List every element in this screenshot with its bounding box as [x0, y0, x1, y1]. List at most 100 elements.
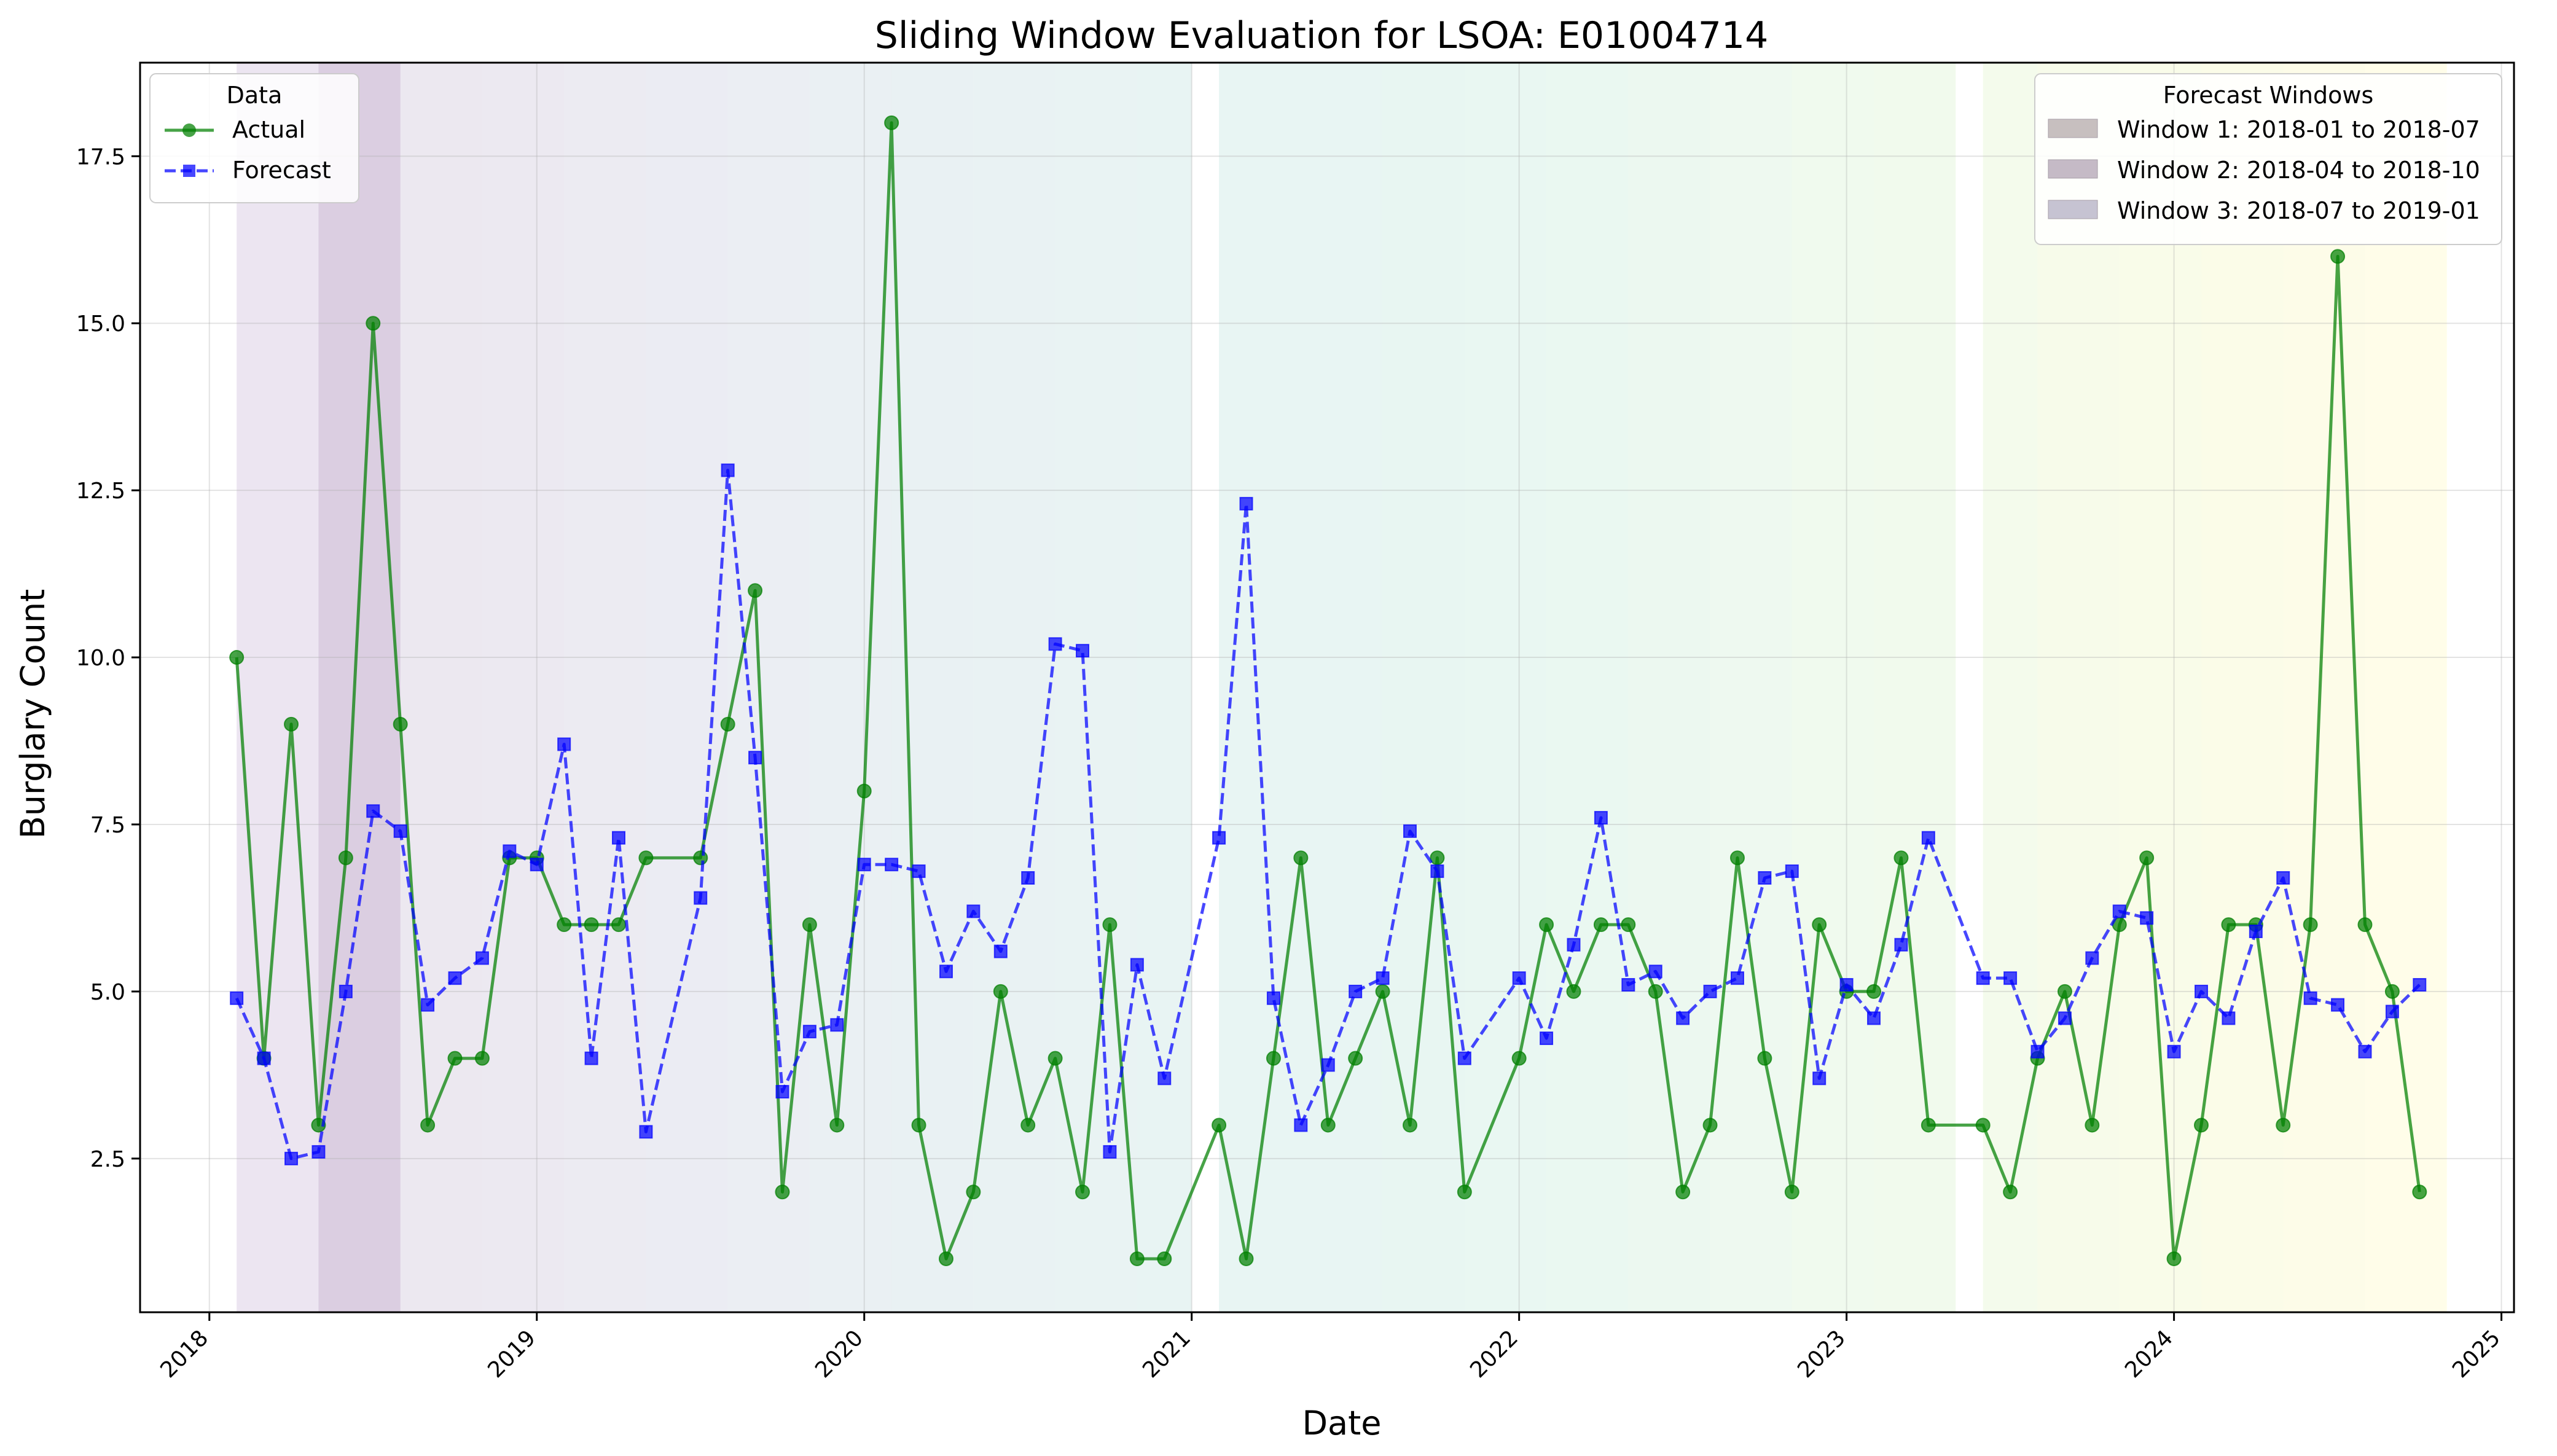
forecast-point-53	[1758, 871, 1772, 885]
forecast-point-55	[1812, 1071, 1827, 1086]
forecast-point-61	[2003, 971, 2018, 985]
forecast-window-band-26	[2283, 63, 2365, 1312]
forecast-window-band-4	[482, 63, 565, 1312]
forecast-point-62	[2030, 1044, 2045, 1059]
forecast-point-5	[366, 804, 380, 818]
actual-point-69	[2221, 917, 2236, 933]
forecast-window-band-27	[2365, 63, 2447, 1312]
forecast-point-75	[2385, 1004, 2399, 1019]
forecast-point-12	[557, 737, 571, 751]
legend-window-swatch-1	[2048, 119, 2098, 138]
forecast-point-74	[2358, 1044, 2372, 1059]
forecast-point-38	[1321, 1058, 1335, 1072]
forecast-window-band-2	[318, 63, 401, 1312]
actual-point-76	[2412, 1184, 2427, 1200]
forecast-point-10	[503, 844, 517, 858]
forecast-window-band-12	[1137, 63, 1192, 1312]
actual-point-50	[1675, 1184, 1691, 1200]
forecast-point-0	[230, 991, 244, 1005]
forecast-point-32	[1130, 958, 1144, 972]
y-tick-label-15.0: 15.0	[76, 311, 125, 337]
forecast-point-31	[1103, 1145, 1117, 1159]
forecast-point-35	[1239, 496, 1253, 511]
actual-point-14	[611, 917, 626, 933]
forecast-point-48	[1621, 978, 1635, 992]
forecast-window-band-5	[564, 63, 646, 1312]
legend-data: Data Actual Forecast	[149, 73, 359, 203]
forecast-point-56	[1839, 978, 1854, 992]
forecast-point-66	[2140, 911, 2154, 925]
actual-point-29	[1047, 1051, 1063, 1066]
forecast-point-64	[2085, 951, 2099, 965]
actual-point-72	[2303, 917, 2318, 933]
actual-point-66	[2139, 850, 2155, 866]
forecast-point-34	[1212, 831, 1226, 845]
actual-point-2	[284, 716, 299, 732]
actual-point-15	[638, 850, 654, 866]
forecast-point-63	[2058, 1011, 2072, 1025]
actual-point-16	[693, 850, 708, 866]
legend-forecast-windows: Forecast Windows Window 1: 2018-01 to 201…	[2034, 73, 2502, 245]
forecast-point-69	[2222, 1011, 2236, 1025]
forecast-window-band-7	[727, 63, 810, 1312]
actual-point-74	[2357, 917, 2373, 933]
actual-point-13	[584, 917, 599, 933]
actual-point-46	[1566, 984, 1581, 999]
forecast-window-band-18	[1628, 63, 1710, 1312]
legend-label-actual: Actual	[232, 116, 305, 143]
forecast-point-36	[1266, 991, 1280, 1005]
forecast-point-24	[912, 864, 926, 879]
actual-point-17	[720, 716, 735, 732]
actual-point-49	[1648, 984, 1663, 999]
actual-point-28	[1020, 1117, 1036, 1133]
actual-point-34	[1212, 1117, 1227, 1133]
forecast-point-11	[530, 858, 544, 872]
forecast-point-73	[2331, 998, 2345, 1012]
forecast-point-3	[311, 1145, 326, 1159]
actual-point-63	[2057, 984, 2072, 999]
actual-point-5	[366, 316, 381, 331]
forecast-point-59	[1921, 831, 1935, 845]
forecast-point-67	[2167, 1044, 2181, 1059]
forecast-window-band-23	[2037, 63, 2120, 1312]
actual-point-42	[1430, 850, 1445, 866]
forecast-point-46	[1567, 937, 1581, 952]
forecast-point-29	[1048, 637, 1062, 651]
actual-point-59	[1921, 1117, 1936, 1133]
forecast-point-16	[694, 891, 708, 905]
forecast-point-39	[1349, 984, 1363, 998]
legend-swatch-marker-forecast	[183, 165, 195, 177]
forecast-point-26	[966, 904, 981, 918]
forecast-point-7	[421, 998, 435, 1012]
forecast-point-17	[721, 463, 735, 477]
actual-point-43	[1457, 1184, 1472, 1200]
actual-point-27	[993, 984, 1008, 999]
forecast-point-4	[339, 984, 353, 998]
actual-point-73	[2330, 249, 2346, 264]
forecast-point-19	[775, 1085, 789, 1099]
actual-point-21	[829, 1117, 845, 1133]
forecast-point-45	[1540, 1031, 1554, 1046]
series-forecast	[230, 463, 2427, 1165]
forecast-point-70	[2249, 925, 2263, 939]
forecast-point-20	[802, 1025, 816, 1039]
plot-frame	[139, 61, 2515, 1313]
legend-windows-title: Forecast Windows	[2163, 82, 2374, 109]
actual-point-22	[856, 783, 872, 799]
y-tick-label-7.5: 7.5	[90, 813, 125, 838]
legend-window-label-1: Window 1: 2018-01 to 2018-07	[2117, 116, 2480, 143]
actual-point-71	[2276, 1117, 2291, 1133]
forecast-window-bands	[237, 63, 2447, 1312]
actual-point-44	[1511, 1051, 1527, 1066]
actual-point-57	[1866, 984, 1882, 999]
forecast-window-band-6	[646, 63, 728, 1312]
actual-point-41	[1402, 1117, 1417, 1133]
actual-point-18	[748, 583, 763, 598]
actual-point-6	[393, 716, 408, 732]
actual-point-3	[311, 1117, 326, 1133]
forecast-point-22	[857, 858, 871, 872]
y-tick-label-17.5: 17.5	[76, 144, 125, 170]
forecast-point-71	[2276, 871, 2290, 885]
actual-point-4	[338, 850, 353, 866]
